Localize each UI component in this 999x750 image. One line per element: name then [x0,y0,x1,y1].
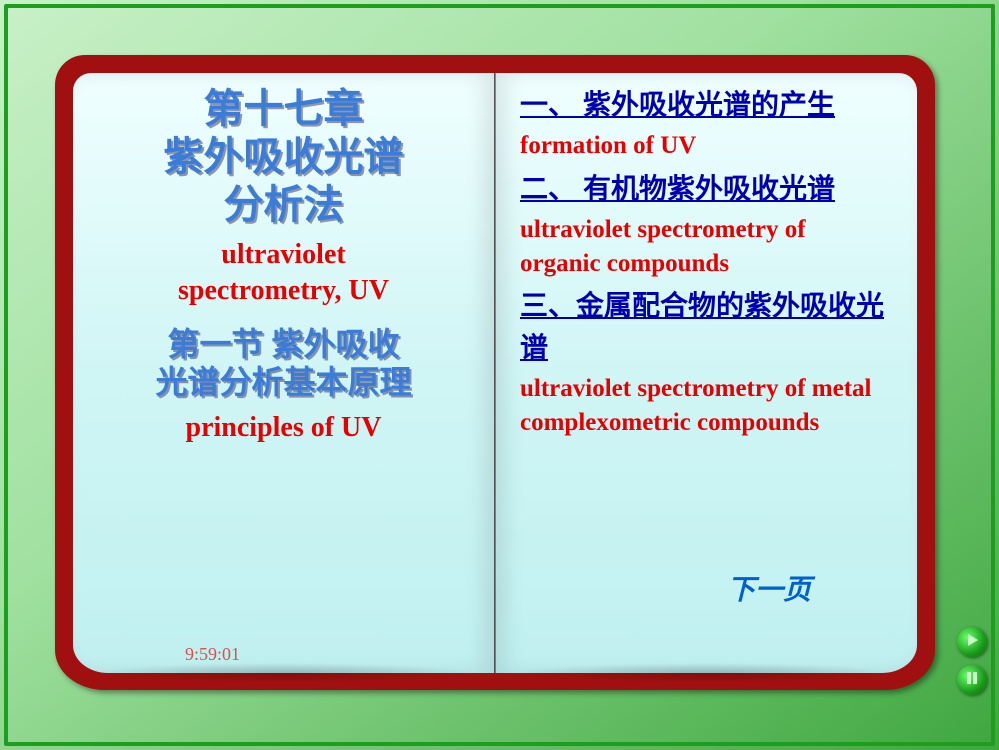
section-line-1: 第一节 紫外吸收 [98,325,469,363]
toc-item-1[interactable]: 一、 紫外吸收光谱的产生 [520,85,892,127]
nav-buttons [957,627,987,695]
book-spine [494,73,496,673]
play-icon [964,632,980,653]
toc-item-3-en: ultraviolet spectrometry of metal comple… [520,372,892,440]
toc-item-2[interactable]: 二、 有机物紫外吸收光谱 [520,169,892,211]
toc-item-3[interactable]: 三、金属配合物的紫外吸收光谱 [520,286,892,370]
chapter-line-1: 第十七章 [98,85,469,133]
chapter-line-2: 紫外吸收光谱 [98,133,469,181]
section-title: 第一节 紫外吸收 光谱分析基本原理 [98,325,469,402]
pause-button[interactable] [957,665,987,695]
timestamp: 9:59:01 [185,644,240,665]
chapter-line-3: 分析法 [98,181,469,229]
next-page-link[interactable]: 下一页 [727,568,811,608]
toc-item-2-en: ultraviolet spectrometry of organic comp… [520,213,892,281]
page-left: 第十七章 紫外吸收光谱 分析法 ultraviolet spectrometry… [73,73,495,673]
chapter-subtitle-en-l2: spectrometry, UV [98,273,469,309]
section-subtitle-en: principles of UV [98,410,469,446]
chapter-subtitle-en: ultraviolet spectrometry, UV [98,237,469,310]
book-pages: 第十七章 紫外吸收光谱 分析法 ultraviolet spectrometry… [73,73,917,673]
pause-icon [964,670,980,691]
toc-item-1-en: formation of UV [520,129,892,163]
page-right: 一、 紫外吸收光谱的产生 formation of UV 二、 有机物紫外吸收光… [495,73,917,673]
book: 第十七章 紫外吸收光谱 分析法 ultraviolet spectrometry… [55,55,935,690]
chapter-subtitle-en-l1: ultraviolet [98,237,469,273]
chapter-title: 第十七章 紫外吸收光谱 分析法 [98,85,469,229]
play-button[interactable] [957,627,987,657]
section-line-2: 光谱分析基本原理 [98,363,469,401]
